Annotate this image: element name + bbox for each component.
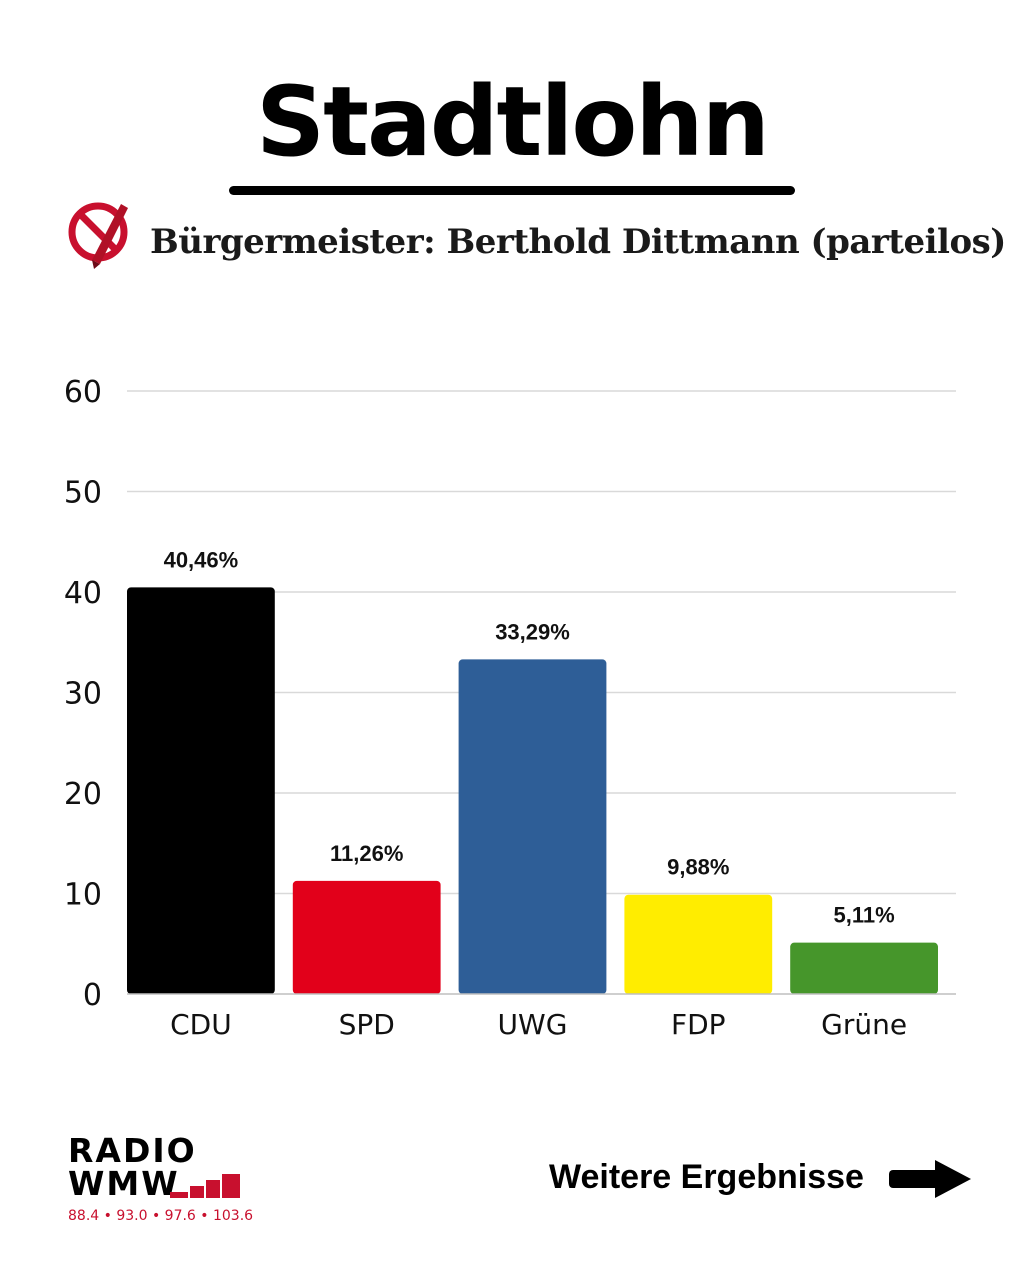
more-results-link[interactable]: Weitere Ergebnisse <box>549 1158 864 1196</box>
title-underline <box>229 186 795 195</box>
y-tick-label: 10 <box>64 878 102 913</box>
bar-spd <box>292 880 441 994</box>
logo-text-wmw: WMW <box>68 1164 180 1203</box>
y-tick-label: 60 <box>64 375 102 410</box>
x-category-label: UWG <box>498 1008 568 1041</box>
mayor-subtitle: Bürgermeister: Berthold Dittmann (partei… <box>150 222 1006 262</box>
bar-cdu <box>127 587 275 994</box>
arrow-right-icon[interactable] <box>889 1158 973 1200</box>
bar-fdp <box>624 894 773 994</box>
bar-chart: 0 10 20 30 40 50 60 40,46% CDU 11,26% SPD 33,29% UWG… <box>64 375 956 1041</box>
logo-text-radio: RADIO <box>68 1131 197 1170</box>
logo-frequencies: 88.4 • 93.0 • 97.6 • 103.6 <box>68 1208 254 1224</box>
logo-signal-bars-icon <box>170 1174 240 1198</box>
bar-grüne <box>790 942 938 994</box>
ballot-cross-icon <box>68 202 128 269</box>
bar-uwg <box>458 659 607 994</box>
data-label: 11,26% <box>330 841 403 866</box>
y-tick-label: 30 <box>64 677 102 712</box>
data-label: 33,29% <box>495 619 570 644</box>
radio-wmw-logo: RADIO WMW 88.4 • 93.0 • 97.6 • 103.6 <box>66 1134 256 1234</box>
y-tick-label: 40 <box>64 576 102 611</box>
x-category-label: SPD <box>339 1008 395 1041</box>
data-label: 9,88% <box>667 855 729 880</box>
x-category-label: CDU <box>170 1008 232 1041</box>
page-title: Stadtlohn <box>256 66 770 178</box>
x-category-label: Grüne <box>821 1008 907 1041</box>
y-tick-label: 0 <box>83 978 102 1013</box>
x-category-label: FDP <box>671 1008 726 1041</box>
y-tick-label: 50 <box>64 476 102 511</box>
data-label: 40,46% <box>164 547 239 572</box>
y-tick-label: 20 <box>64 777 102 812</box>
data-label: 5,11% <box>834 903 895 928</box>
